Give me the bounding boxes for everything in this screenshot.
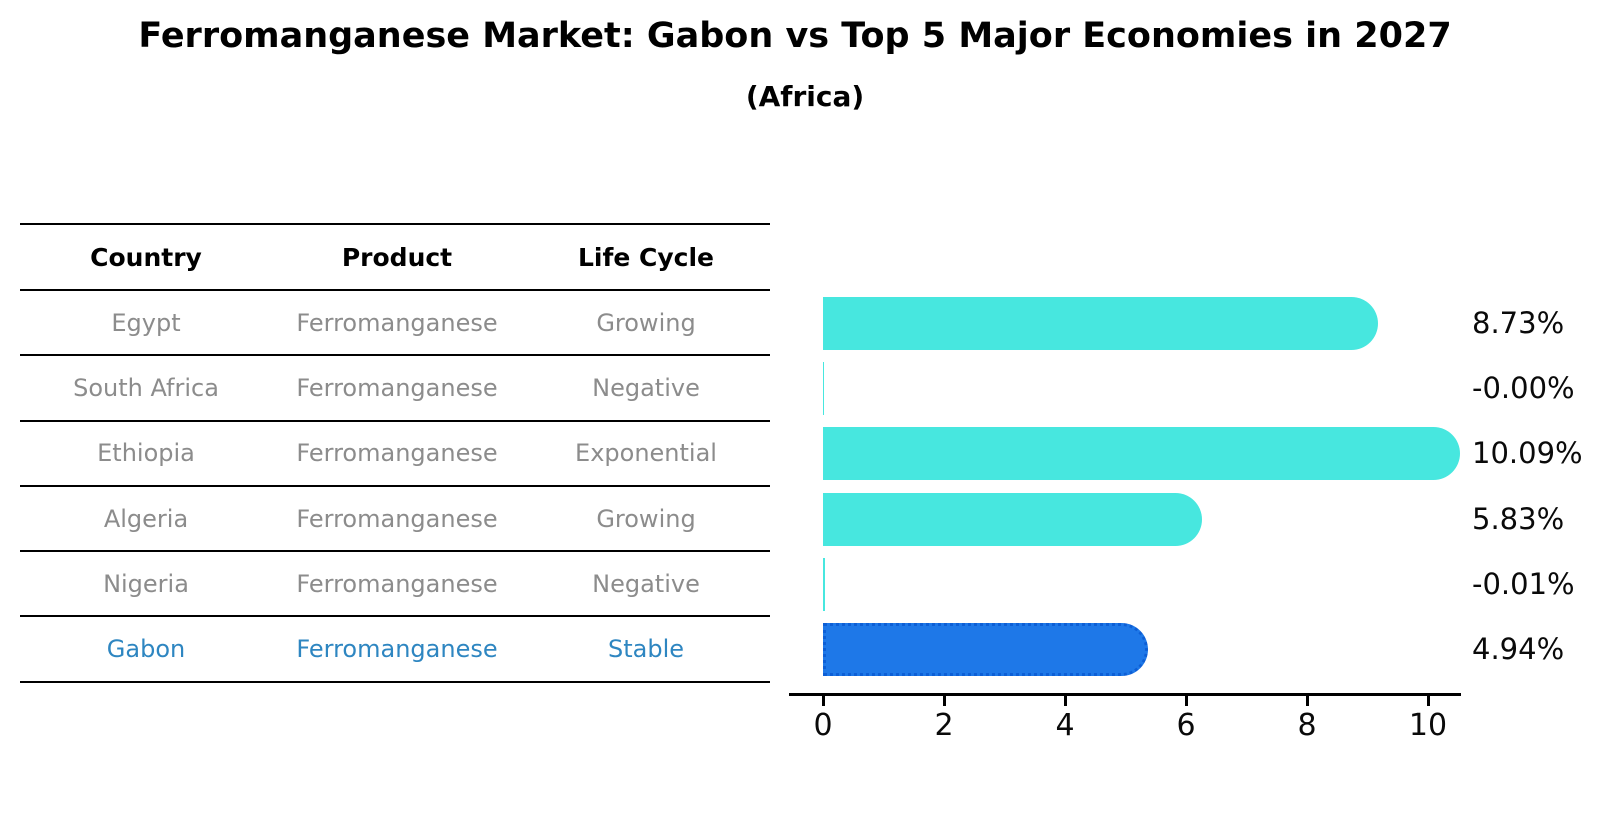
life-cycle-cell: Growing: [596, 504, 696, 533]
x-tick-label: 6: [1141, 694, 1231, 743]
country-cell: Gabon: [106, 635, 186, 664]
product-cell: Ferromanganese: [296, 635, 498, 664]
country-cell: Egypt: [111, 308, 181, 337]
bar-south-africa: [823, 362, 824, 415]
bar-row-algeria: 5.83%: [823, 493, 1604, 546]
bar-algeria: [823, 493, 1203, 546]
country-cell: Ethiopia: [97, 439, 195, 468]
bar-ethiopia: [823, 427, 1460, 480]
life-cycle-cell: Stable: [607, 635, 685, 664]
bar-egypt: [823, 297, 1378, 350]
x-tick-label: 2: [899, 694, 989, 743]
value-label: 5.83%: [1472, 502, 1565, 536]
product-cell: Ferromanganese: [296, 373, 498, 402]
life-cycle-cell: Exponential: [575, 439, 717, 468]
column-header-life-cycle: Life Cycle: [577, 242, 715, 272]
table-row: Ethiopia Ferromanganese Exponential: [20, 422, 770, 487]
life-cycle-cell: Negative: [592, 569, 700, 598]
product-cell: Ferromanganese: [296, 439, 498, 468]
product-cell: Ferromanganese: [296, 308, 498, 337]
table-row: Nigeria Ferromanganese Negative: [20, 552, 770, 618]
table-row-gabon-highlighted: Gabon Ferromanganese Stable: [20, 617, 770, 683]
product-cell: Ferromanganese: [296, 504, 498, 533]
bar-row-nigeria: -0.01%: [823, 558, 1604, 611]
country-cell: Algeria: [103, 504, 189, 533]
bar-row-south-africa: -0.00%: [823, 362, 1604, 415]
chart-subtitle: (Africa): [745, 80, 865, 113]
x-tick-label: 4: [1020, 694, 1110, 743]
value-label: -0.00%: [1472, 371, 1575, 405]
column-header-country: Country: [90, 242, 202, 272]
table-header-row: Country Product Life Cycle: [20, 225, 770, 291]
bar-row-gabon: 4.94%: [823, 623, 1604, 676]
x-axis-line: [789, 693, 1461, 696]
table-row: Algeria Ferromanganese Growing: [20, 487, 770, 553]
bar-nigeria: [823, 558, 825, 611]
value-label: 4.94%: [1472, 632, 1565, 666]
x-tick-label: 0: [778, 694, 868, 743]
table-row: South Africa Ferromanganese Negative: [20, 356, 770, 422]
x-tick-label: 10: [1383, 694, 1473, 743]
product-cell: Ferromanganese: [296, 569, 498, 598]
value-label: -0.01%: [1472, 567, 1575, 601]
table-row: Egypt Ferromanganese Growing: [20, 291, 770, 357]
value-label: 10.09%: [1472, 436, 1583, 470]
bar-row-ethiopia: 10.09%: [823, 427, 1604, 480]
country-cell: South Africa: [73, 373, 219, 402]
chart-title: Ferromanganese Market: Gabon vs Top 5 Ma…: [138, 16, 1452, 56]
column-header-product: Product: [341, 242, 453, 272]
country-cell: Nigeria: [103, 569, 189, 598]
value-label: 8.73%: [1472, 306, 1565, 340]
country-table: Country Product Life Cycle Egypt Ferroma…: [20, 223, 770, 683]
x-tick-label: 8: [1262, 694, 1352, 743]
bar-row-egypt: 8.73%: [823, 297, 1604, 350]
life-cycle-cell: Growing: [596, 308, 696, 337]
life-cycle-cell: Negative: [592, 373, 700, 402]
bar-gabon-highlighted: [823, 623, 1149, 676]
